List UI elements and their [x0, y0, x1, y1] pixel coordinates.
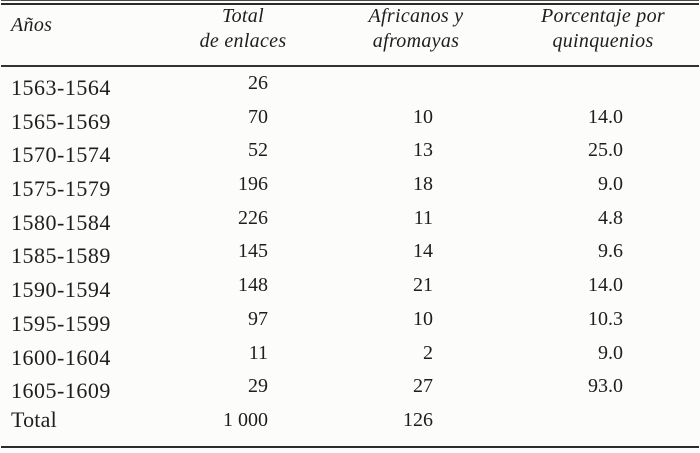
africanos-cell: 21: [413, 274, 433, 297]
porcentaje-cell: 25.0: [588, 139, 623, 162]
top-rule-thin: [1, 0, 699, 1]
total-cell: 196: [238, 173, 268, 196]
africanos-cell: 2: [423, 341, 433, 364]
porcentaje-cell: 9.0: [598, 173, 623, 196]
africanos-cell: 11: [413, 206, 433, 229]
table-row: 1580-1584 226 11 4.8: [0, 208, 700, 242]
years-cell: 1575-1579: [11, 176, 111, 202]
total-cell: 97: [248, 307, 268, 330]
header-separator-rule: [1, 65, 699, 67]
years-cell: 1595-1599: [11, 310, 111, 336]
table-row: 1570-1574 52 13 25.0: [0, 140, 700, 174]
column-header-porcentaje-line1: Porcentaje por: [541, 5, 665, 27]
table-row: 1595-1599 97 10 10.3: [0, 309, 700, 343]
africanos-cell: 10: [413, 307, 433, 330]
table-row: 1563-1564 26: [0, 73, 700, 107]
column-header-africanos: Africanos y afromayas: [326, 4, 506, 54]
africanos-cell: 13: [413, 139, 433, 162]
table-row: 1585-1589 145 14 9.6: [0, 241, 700, 275]
porcentaje-cell: 10.3: [588, 307, 623, 330]
africanos-cell: 18: [413, 173, 433, 196]
total-row-label: Total: [11, 406, 57, 432]
total-cell: 52: [248, 139, 268, 162]
years-cell: 1570-1574: [11, 142, 111, 168]
total-cell: 70: [248, 105, 268, 128]
years-cell: 1565-1569: [11, 108, 111, 134]
porcentaje-cell: 9.0: [598, 341, 623, 364]
column-header-total-line1: Total: [222, 5, 264, 27]
top-rule-thick: [1, 3, 699, 5]
table-row-total: Total 1 000 126: [0, 406, 700, 444]
porcentaje-cell: 14.0: [588, 105, 623, 128]
table-row: 1590-1594 148 21 14.0: [0, 275, 700, 309]
africanos-cell: 14: [413, 240, 433, 263]
total-cell: 226: [238, 206, 268, 229]
total-cell: 11: [248, 341, 268, 364]
years-cell: 1585-1589: [11, 243, 111, 269]
table-body: 1563-1564 26 1565-1569 70 10 14.0 1570-1…: [0, 73, 700, 444]
africanos-cell: 126: [403, 408, 433, 431]
years-cell: 1600-1604: [11, 344, 111, 370]
years-cell: 1580-1584: [11, 209, 111, 235]
africanos-cell: 27: [413, 375, 433, 398]
total-cell: 145: [238, 240, 268, 263]
years-cell: 1563-1564: [11, 75, 111, 100]
bottom-rule: [1, 446, 699, 448]
porcentaje-cell: 4.8: [598, 206, 623, 229]
africanos-cell: 10: [413, 105, 433, 128]
column-header-total: Total de enlaces: [153, 4, 333, 54]
column-header-years: Años: [11, 14, 53, 36]
table-row: 1575-1579 196 18 9.0: [0, 174, 700, 208]
table-row: 1605-1609 29 27 93.0: [0, 376, 700, 410]
column-header-porcentaje-line2: quinquenios: [552, 30, 654, 52]
porcentaje-cell: 14.0: [588, 274, 623, 297]
table-row: 1565-1569 70 10 14.0: [0, 107, 700, 141]
column-header-porcentaje: Porcentaje por quinquenios: [513, 4, 693, 54]
total-cell: 148: [238, 274, 268, 297]
years-cell: 1590-1594: [11, 277, 111, 303]
porcentaje-cell: 93.0: [588, 375, 623, 398]
column-header-africanos-line2: afromayas: [372, 30, 460, 52]
table-row: 1600-1604 11 2 9.0: [0, 343, 700, 377]
porcentaje-cell: 9.6: [598, 240, 623, 263]
total-cell: 1 000: [223, 408, 268, 431]
column-header-total-line2: de enlaces: [199, 30, 287, 52]
total-cell: 26: [248, 72, 268, 94]
total-cell: 29: [248, 375, 268, 398]
column-header-africanos-line1: Africanos y: [368, 5, 464, 27]
years-cell: 1605-1609: [11, 378, 111, 404]
